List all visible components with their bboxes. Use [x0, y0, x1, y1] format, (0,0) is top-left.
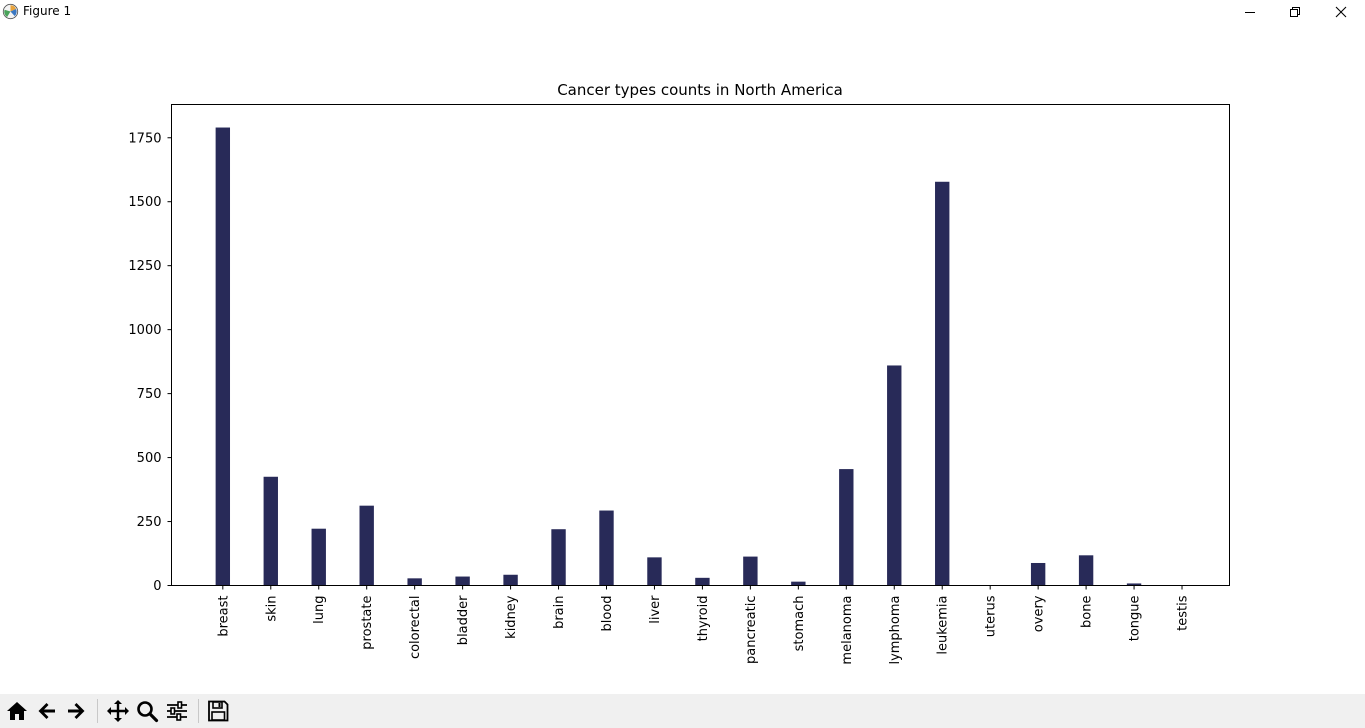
bar-tongue: [1126, 583, 1142, 586]
bar-lymphoma: [887, 365, 902, 586]
bar-brain: [551, 529, 566, 586]
bar-bone: [1078, 555, 1094, 586]
x-tick-label-thyroid: thyroid: [696, 596, 711, 642]
window-title: Figure 1: [23, 4, 72, 18]
window-titlebar: Figure 1: [0, 0, 1365, 24]
figure-canvas[interactable]: Cancer types counts in North America 0 25…: [0, 24, 1365, 694]
bar-blood: [599, 510, 614, 586]
axes-frame: [171, 104, 1230, 586]
home-button[interactable]: [3, 697, 31, 725]
bar-overy: [1030, 562, 1046, 586]
bar-colorectal: [407, 578, 422, 586]
x-tick-label-testis: testis: [1176, 595, 1191, 631]
magnifier-icon: [137, 701, 159, 723]
floppy-disk-icon: [208, 700, 229, 722]
y-tick-label: 500: [137, 451, 162, 466]
close-icon: [1335, 6, 1347, 18]
pan-button[interactable]: [104, 697, 132, 725]
bar-chart: Cancer types counts in North America 0 25…: [128, 81, 1230, 665]
x-tick-label-brain: brain: [552, 596, 567, 629]
bar-melanoma: [839, 469, 854, 586]
bar-skin: [263, 476, 278, 586]
x-tick-label-bone: bone: [1080, 596, 1095, 628]
y-tick-label: 1750: [128, 131, 161, 146]
x-tick-label-kidney: kidney: [504, 595, 519, 639]
configure-subplots-button[interactable]: [163, 697, 191, 725]
bar-kidney: [503, 574, 518, 586]
back-button[interactable]: [33, 697, 61, 725]
x-tick-label-prostate: prostate: [360, 596, 375, 650]
toolbar-separator: [198, 699, 199, 723]
y-tick-label: 750: [137, 387, 162, 402]
x-tick-label-tongue: tongue: [1128, 596, 1143, 642]
bar-breast: [215, 127, 231, 586]
close-button[interactable]: [1318, 0, 1364, 24]
arrow-right-icon: [68, 703, 85, 719]
bar-thyroid: [695, 577, 710, 586]
toolbar-separator: [97, 699, 98, 723]
x-tick-label-lung: lung: [312, 596, 327, 624]
restore-icon: [1290, 7, 1300, 17]
matplotlib-logo-icon: [2, 3, 19, 20]
navigation-toolbar: [0, 694, 1365, 728]
home-icon: [7, 702, 27, 720]
bar-pancreatic: [743, 556, 758, 586]
chart-title: Cancer types counts in North America: [557, 81, 843, 99]
save-button[interactable]: [204, 697, 232, 725]
x-tick-label-lymphoma: lymphoma: [888, 596, 903, 665]
restore-button[interactable]: [1272, 0, 1318, 24]
bar-liver: [647, 557, 662, 586]
y-tick-label: 250: [137, 515, 162, 530]
x-tick-label-melanoma: melanoma: [840, 596, 855, 665]
x-tick-label-uterus: uterus: [984, 595, 999, 637]
bar-prostate: [359, 505, 374, 586]
x-tick-label-stomach: stomach: [792, 596, 807, 652]
x-tick-label-leukemia: leukemia: [936, 596, 951, 655]
bar-stomach: [791, 581, 806, 586]
move-icon: [107, 700, 129, 722]
y-tick-label: 0: [153, 579, 161, 594]
minimize-button[interactable]: [1227, 0, 1273, 24]
bar-bladder: [455, 576, 470, 586]
x-tick-label-skin: skin: [264, 596, 279, 622]
x-tick-label-colorectal: colorectal: [408, 596, 423, 660]
y-tick-label: 1250: [128, 259, 161, 274]
zoom-button[interactable]: [133, 697, 161, 725]
minimize-icon: [1245, 12, 1255, 13]
y-tick-label: 1000: [128, 323, 161, 338]
x-tick-label-blood: blood: [600, 596, 615, 632]
x-tick-label-overy: overy: [1032, 595, 1047, 632]
arrow-left-icon: [38, 703, 55, 719]
x-tick-label-pancreatic: pancreatic: [744, 596, 759, 665]
bar-leukemia: [935, 181, 950, 586]
y-tick-label: 1500: [128, 195, 161, 210]
x-tick-label-bladder: bladder: [456, 595, 471, 645]
x-tick-label-breast: breast: [216, 596, 231, 637]
x-tick-label-liver: liver: [648, 595, 663, 624]
forward-button[interactable]: [62, 697, 90, 725]
bar-lung: [311, 528, 326, 586]
sliders-icon: [167, 701, 187, 721]
